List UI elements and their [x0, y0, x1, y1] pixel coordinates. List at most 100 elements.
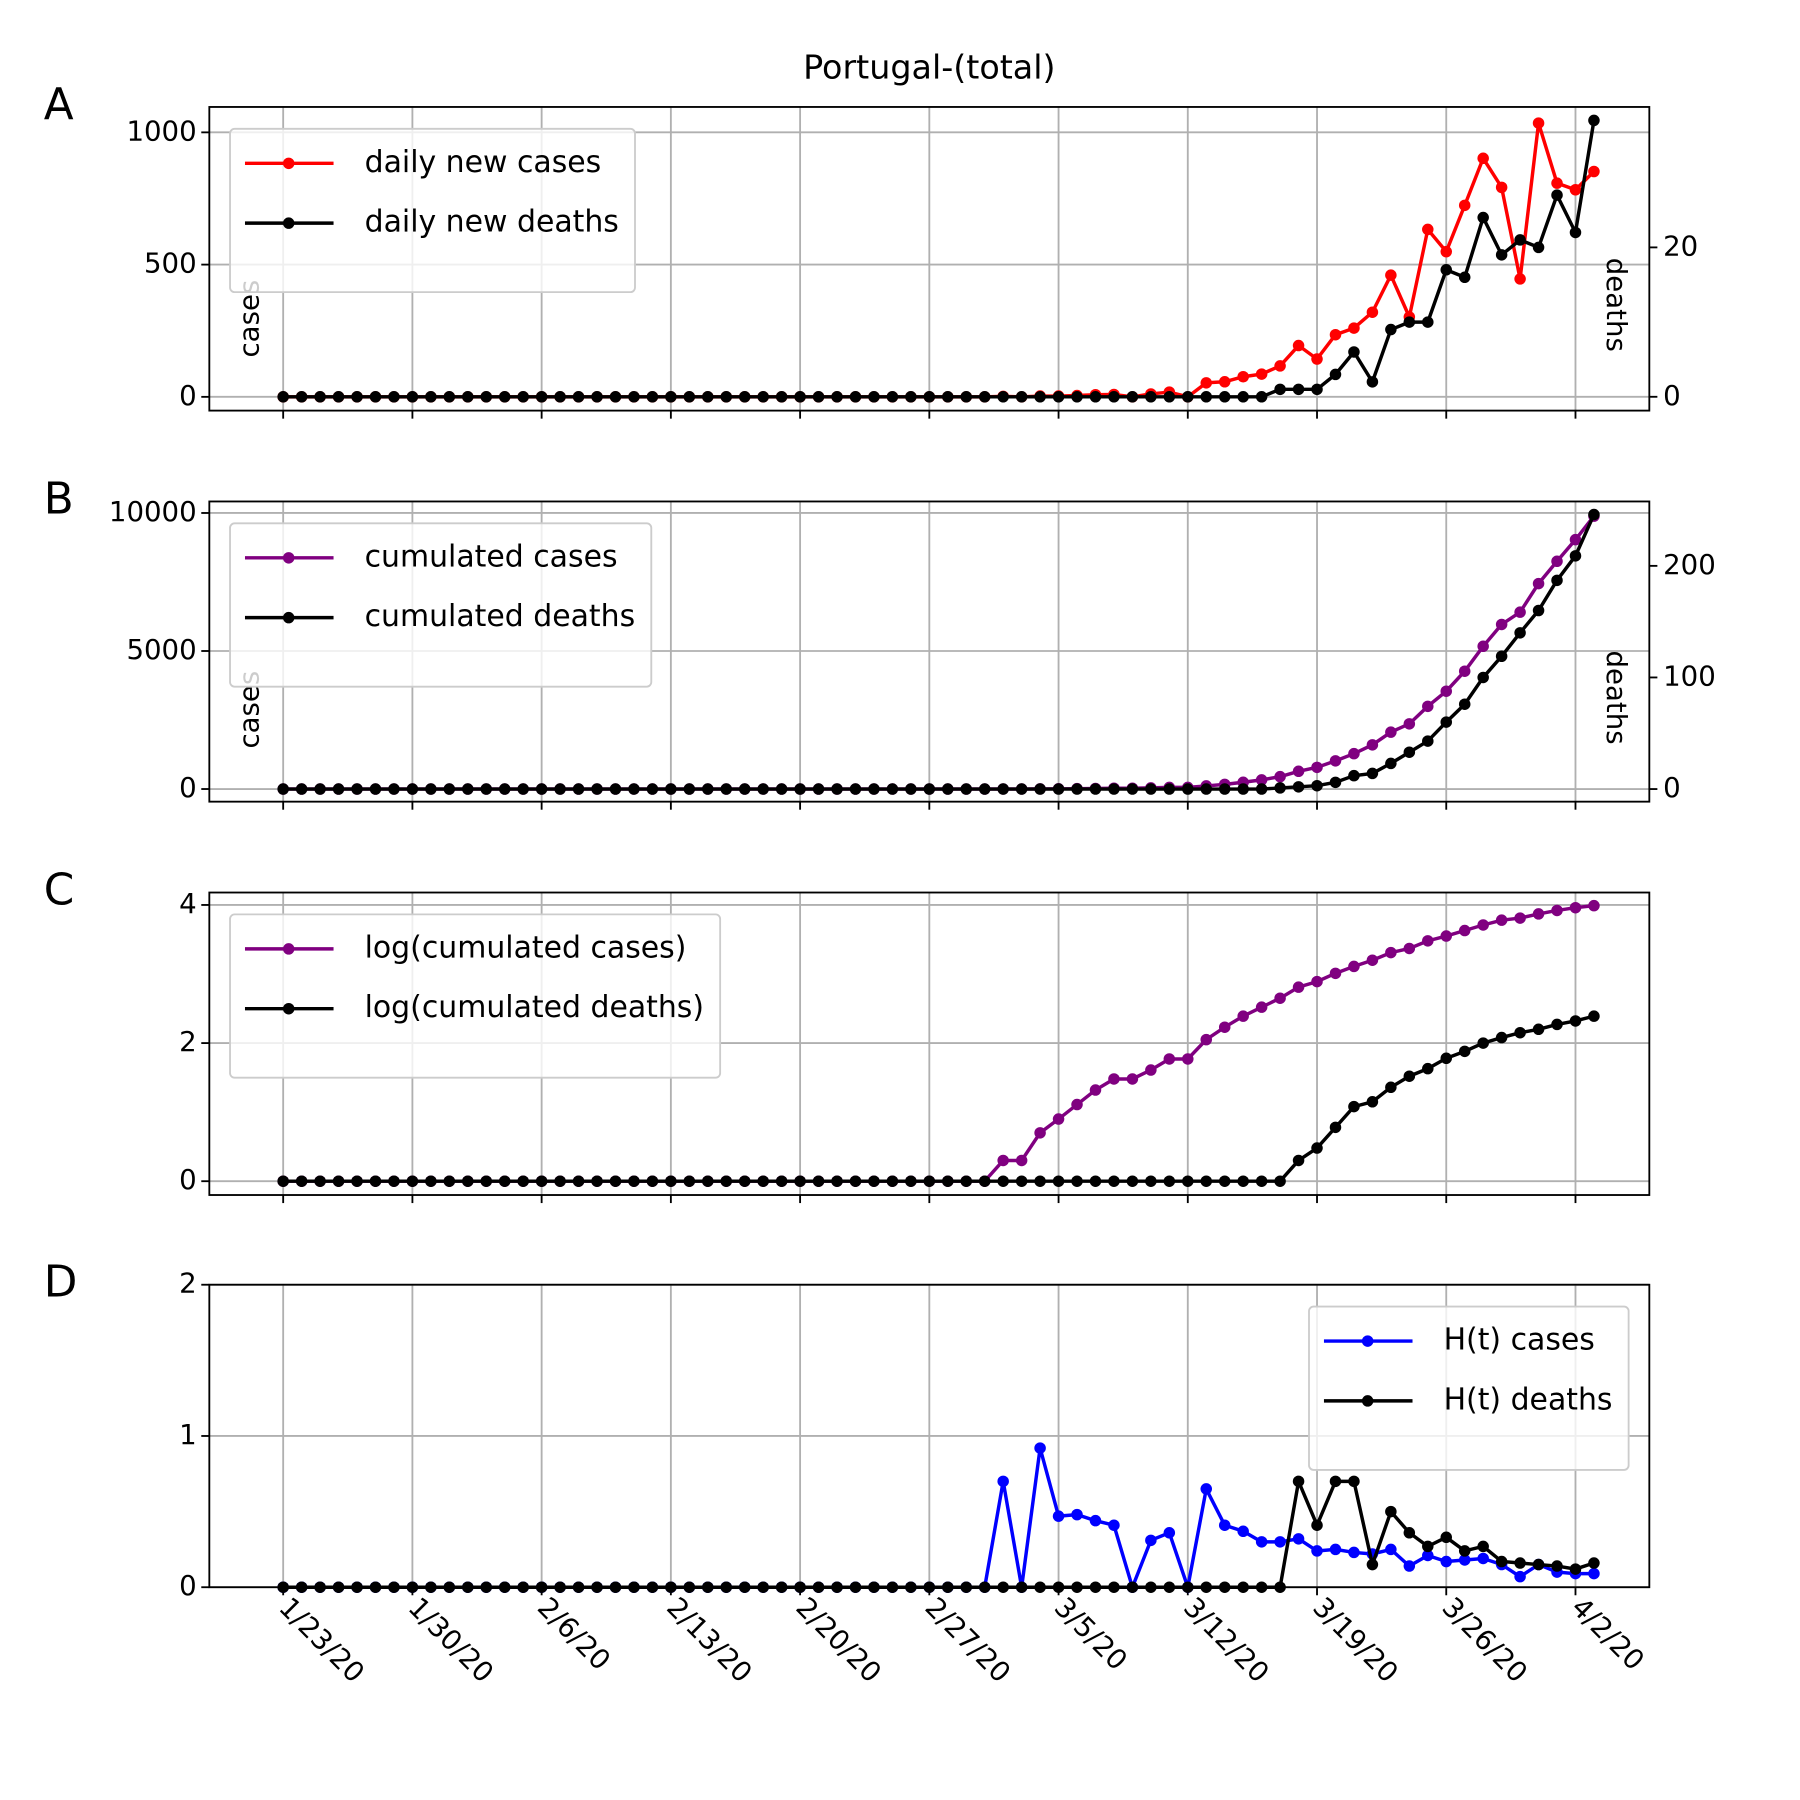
series-marker: [1126, 1175, 1139, 1187]
series-marker: [1514, 273, 1526, 285]
series-marker: [1274, 992, 1286, 1004]
series-marker: [1532, 1558, 1545, 1571]
series-marker: [1034, 783, 1046, 795]
x-tick-label: 4/2/20: [1565, 1591, 1651, 1677]
series-marker: [1514, 627, 1526, 639]
series-marker: [1163, 1053, 1176, 1065]
series-marker: [1108, 1175, 1120, 1187]
series-marker: [1495, 1555, 1508, 1568]
series-marker: [1089, 1084, 1102, 1096]
series-marker: [1182, 1175, 1194, 1187]
series-marker: [480, 1175, 493, 1187]
series-marker: [1440, 930, 1453, 942]
series-marker: [1366, 954, 1379, 966]
series-marker: [1495, 1031, 1508, 1044]
series-marker: [1329, 368, 1342, 381]
series-marker: [978, 1175, 991, 1187]
series-marker: [1311, 353, 1323, 365]
series-marker: [1145, 1175, 1157, 1187]
series-marker: [831, 1175, 843, 1187]
series-marker: [277, 391, 289, 403]
series-marker: [1532, 604, 1545, 617]
series-marker: [1458, 1545, 1471, 1557]
series-marker: [535, 1175, 548, 1187]
series-marker: [1311, 761, 1323, 774]
series-marker: [554, 391, 566, 403]
legend-box: [1308, 1305, 1630, 1471]
series-marker: [1514, 912, 1526, 924]
legend-label: daily new cases: [365, 145, 602, 180]
series-marker: [1403, 1070, 1416, 1082]
series-marker: [720, 1175, 733, 1187]
series-marker: [1422, 316, 1434, 328]
series-marker: [1089, 391, 1102, 403]
series-marker: [683, 391, 696, 403]
series-marker: [1200, 1033, 1213, 1046]
series-marker: [480, 391, 493, 403]
series-marker: [1237, 371, 1249, 383]
y-tick-label: 5000: [126, 633, 196, 666]
series-marker: [1458, 1045, 1471, 1058]
series-marker: [1348, 769, 1360, 782]
series-marker: [1329, 1475, 1342, 1488]
series-marker: [1458, 199, 1471, 212]
series-marker: [1551, 1018, 1563, 1031]
series-marker: [1385, 323, 1397, 336]
series-marker: [849, 391, 862, 403]
series-marker: [535, 783, 548, 795]
panel-label: B: [44, 473, 74, 524]
y-tick-label: 10000: [109, 495, 197, 528]
series-marker: [1495, 181, 1508, 194]
series-marker: [1311, 1142, 1323, 1154]
series-marker: [1422, 1540, 1434, 1553]
y-tick-label: 0: [179, 1569, 197, 1602]
series-marker: [1329, 1543, 1342, 1556]
series-marker: [997, 1154, 1009, 1167]
series-marker: [1477, 671, 1489, 684]
series-marker: [1292, 383, 1305, 396]
series-marker: [1477, 1540, 1489, 1553]
series-marker: [388, 391, 400, 403]
series-marker: [1163, 391, 1176, 403]
series-marker: [1274, 1175, 1286, 1187]
series-marker: [812, 1175, 825, 1187]
series-marker: [1532, 241, 1545, 254]
series-marker: [978, 783, 991, 795]
legend-marker: [282, 157, 295, 170]
series-marker: [923, 391, 936, 403]
series-marker: [314, 391, 326, 403]
series-marker: [1366, 376, 1379, 388]
series-marker: [1218, 391, 1231, 403]
series-marker: [812, 783, 825, 795]
y-tick-label: 0: [179, 1163, 197, 1196]
series-marker: [1588, 1557, 1600, 1569]
x-tick-label: 3/19/20: [1306, 1591, 1405, 1690]
series-marker: [1458, 665, 1471, 677]
series-marker: [1514, 234, 1526, 246]
series-marker: [720, 783, 733, 795]
x-tick-label: 1/23/20: [273, 1591, 372, 1690]
series-marker: [1329, 1121, 1342, 1134]
series-marker: [1569, 226, 1582, 239]
series-marker: [1292, 781, 1305, 793]
series-marker: [1255, 783, 1268, 795]
series-marker: [406, 391, 419, 403]
series-marker: [462, 1175, 474, 1187]
series-marker: [1200, 1175, 1213, 1187]
legend-label: log(cumulated cases): [365, 930, 687, 965]
series-marker: [886, 391, 899, 403]
series-marker: [1182, 783, 1194, 795]
series-marker: [1329, 328, 1342, 341]
series-marker: [1071, 1508, 1083, 1521]
series-marker: [1052, 391, 1065, 403]
legend-box: [229, 913, 722, 1079]
series-marker: [1348, 1100, 1360, 1113]
series-marker: [1292, 1475, 1305, 1488]
series-marker: [794, 783, 806, 795]
series-marker: [942, 391, 954, 403]
series-marker: [1237, 391, 1249, 403]
x-tick-label: 3/5/20: [1048, 1591, 1134, 1677]
series-marker: [1126, 783, 1139, 795]
series-marker: [1366, 1096, 1379, 1108]
